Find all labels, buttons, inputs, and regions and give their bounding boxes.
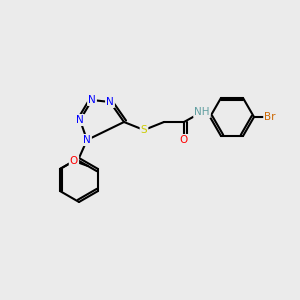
Text: S: S	[141, 125, 147, 135]
Text: N: N	[106, 97, 114, 107]
Text: NH: NH	[194, 107, 210, 117]
Text: N: N	[83, 135, 91, 145]
Text: N: N	[88, 95, 96, 105]
Text: N: N	[76, 115, 84, 125]
Text: O: O	[70, 156, 78, 166]
Text: O: O	[180, 135, 188, 145]
Text: Br: Br	[264, 112, 276, 122]
